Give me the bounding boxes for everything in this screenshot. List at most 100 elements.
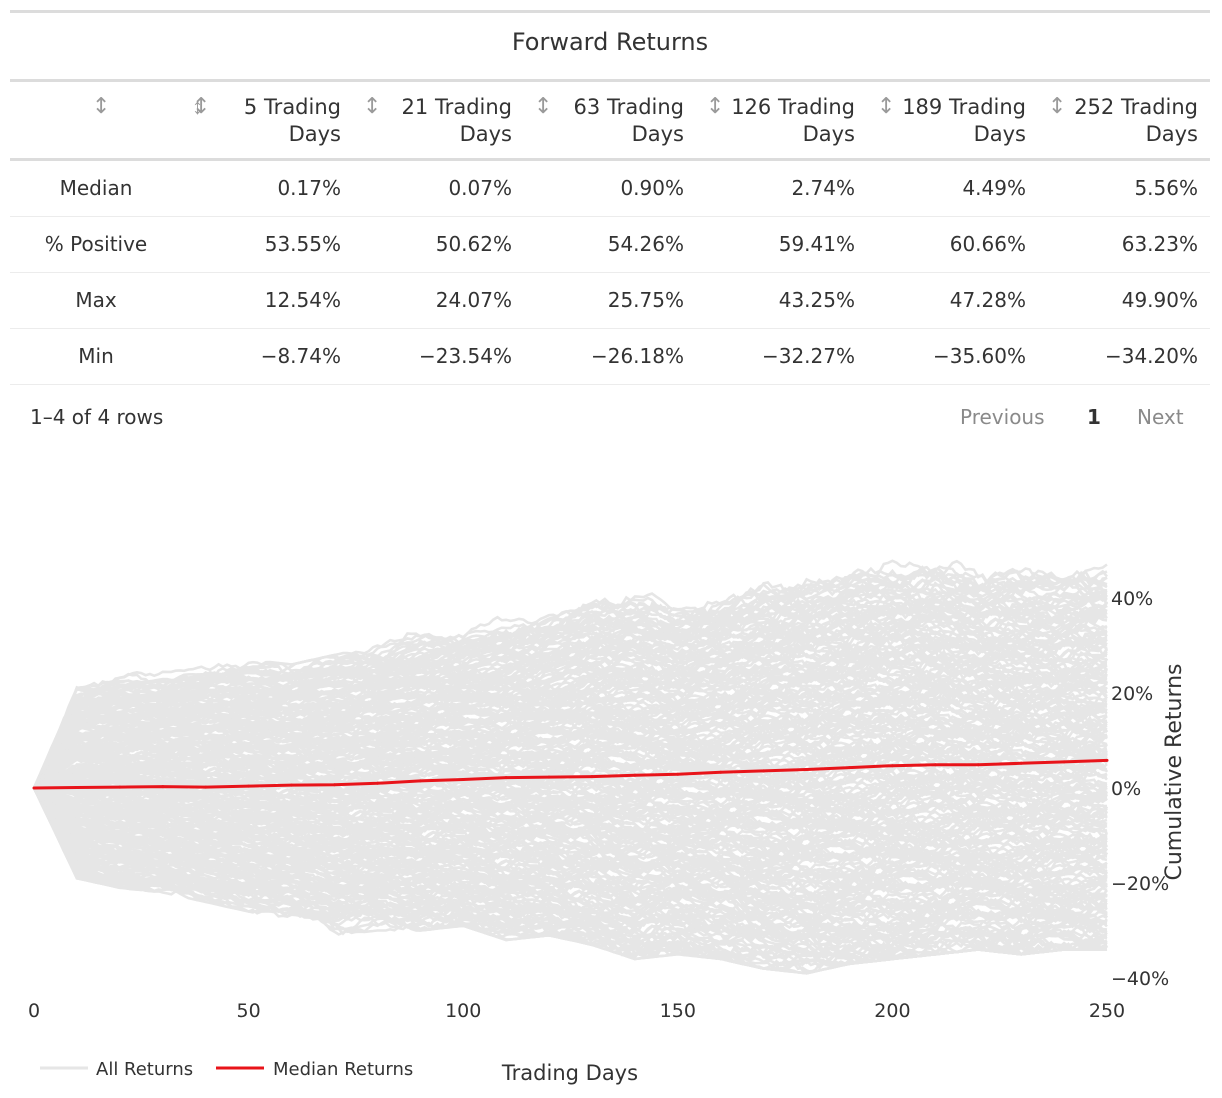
header-label-line: Days [288, 122, 341, 146]
median-point [590, 775, 594, 779]
row-label: Max [75, 288, 117, 312]
row-label: Min [78, 344, 114, 368]
table-cell: 25.75% [607, 288, 684, 312]
median-point [890, 764, 894, 768]
x-tick-label: 250 [1089, 1000, 1125, 1022]
header-cell-5[interactable]: ↕ 189 Trading Days [867, 82, 1038, 158]
caption-rule [10, 79, 1210, 82]
all-returns-line [33, 771, 1108, 801]
median-point [504, 776, 508, 780]
table-cell: −32.27% [761, 344, 855, 368]
all-returns-line [32, 658, 1108, 789]
table-row: Min −8.74% −23.54% −26.18% −32.27% −35.60% −34… [10, 329, 1210, 385]
median-point [633, 773, 637, 777]
table-cell: 54.26% [607, 232, 684, 256]
median-point [161, 785, 165, 789]
median-point [204, 785, 208, 789]
table-row: Median 0.17% 0.07% 0.90% 2.74% 4.49% 5.56% [10, 161, 1210, 217]
sort-arrows-icon[interactable]: ↕ [192, 94, 203, 119]
all-returns-line [32, 594, 1108, 789]
table-cell: 2.74% [791, 176, 855, 200]
next-page-button[interactable]: Next [1137, 405, 1184, 429]
table-cell: 47.28% [949, 288, 1026, 312]
median-point [332, 783, 336, 787]
all-returns-line [33, 786, 1108, 826]
all-returns-line [32, 568, 1108, 789]
header-cell-4[interactable]: ↕ 126 Trading Days [696, 82, 867, 158]
forward-returns-chart: 40% 20% 0% −20% −40% 0 50 100 150 200 250 Cumulat… [28, 559, 1187, 1085]
all-returns-line [33, 731, 1108, 790]
header-cell-3[interactable]: ↕ 63 Trading Days [524, 82, 696, 158]
table-top-rule [10, 10, 1210, 13]
table-cell: 60.66% [949, 232, 1026, 256]
all-returns-line [32, 619, 1108, 789]
previous-page-button[interactable]: Previous [960, 405, 1045, 429]
x-tick-label: 50 [237, 1000, 261, 1022]
median-point [719, 770, 723, 774]
pagination-info: 1–4 of 4 rows [30, 405, 164, 429]
x-tick-label: 100 [445, 1000, 481, 1022]
page-1-button[interactable]: 1 [1087, 405, 1101, 429]
table-cell: 0.17% [277, 176, 341, 200]
sort-arrows-icon[interactable]: ↕ [92, 94, 111, 119]
median-point [118, 785, 122, 789]
header-cell-row-label[interactable]: ↕ [10, 82, 182, 158]
legend-label: Median Returns [273, 1059, 413, 1080]
table-cell: 63.23% [1121, 232, 1198, 256]
header-label-line: 126 Trading [731, 95, 855, 119]
header-cell-2[interactable]: ↕ 21 Trading Days [353, 82, 524, 158]
sort-arrows-icon[interactable]: ↕ [363, 94, 382, 119]
table-header-row: ↕ ↕ 5 Trading Days ↕ 21 Trading Days ↕ 63 Tradin… [10, 82, 1210, 161]
median-point [933, 763, 937, 767]
x-tick-label: 200 [874, 1000, 910, 1022]
header-cell-1[interactable]: ↕ 5 Trading Days [182, 82, 353, 158]
sort-arrows-icon[interactable]: ↕ [192, 94, 211, 119]
median-point [976, 763, 980, 767]
table-cell: 0.07% [448, 176, 512, 200]
header-label-line: Days [973, 122, 1026, 146]
median-point [461, 778, 465, 781]
all-returns-line [33, 786, 1108, 824]
sort-arrows-icon[interactable]: ↕ [534, 94, 553, 119]
median-point [375, 781, 379, 785]
header-label-line: Days [631, 122, 684, 146]
table-cell: 4.49% [962, 176, 1026, 200]
y-axis-ticks: 40% 20% 0% −20% −40% [1111, 588, 1169, 990]
header-label-line: Days [802, 122, 855, 146]
sort-arrows-icon[interactable]: ↕ [706, 94, 725, 119]
table-body: Median 0.17% 0.07% 0.90% 2.74% 4.49% 5.56% % Po… [10, 161, 1210, 385]
table-cell: 24.07% [435, 288, 512, 312]
table-cell: −26.18% [590, 344, 684, 368]
median-returns-series [32, 758, 1109, 790]
table-cell: 59.41% [778, 232, 855, 256]
legend-item[interactable]: All Returns [40, 1059, 193, 1080]
median-point [1105, 758, 1109, 762]
header-label-line: Days [459, 122, 512, 146]
median-point [762, 769, 766, 773]
table-cell: 12.54% [264, 288, 341, 312]
header-label-line: 5 Trading [243, 95, 341, 119]
median-point [676, 772, 680, 776]
table-cell: 5.56% [1134, 176, 1198, 200]
row-label: % Positive [44, 232, 148, 256]
x-axis-label: Trading Days [501, 1061, 638, 1085]
median-point [75, 786, 79, 789]
table-caption: Forward Returns [511, 28, 709, 56]
header-cell-6[interactable]: ↕ 252 Trading Days [1038, 82, 1210, 158]
median-point [848, 766, 851, 770]
median-point [1019, 761, 1023, 765]
median-point [547, 775, 551, 779]
median-point [418, 779, 422, 783]
pagination-bar: 1–4 of 4 rows Previous 1 Next [10, 390, 1210, 446]
table-cell: 53.55% [264, 232, 341, 256]
sort-arrows-icon[interactable]: ↕ [877, 94, 896, 119]
legend-item[interactable]: Median Returns [216, 1059, 413, 1080]
median-point [290, 783, 293, 787]
sort-arrows-icon[interactable]: ↕ [1048, 94, 1067, 119]
header-label-line: 252 Trading [1074, 95, 1198, 119]
median-point [805, 768, 809, 771]
y-tick-label: 0% [1111, 778, 1141, 800]
all-returns-line [32, 559, 1108, 789]
median-point [247, 784, 251, 788]
all-returns-line [32, 787, 1108, 949]
